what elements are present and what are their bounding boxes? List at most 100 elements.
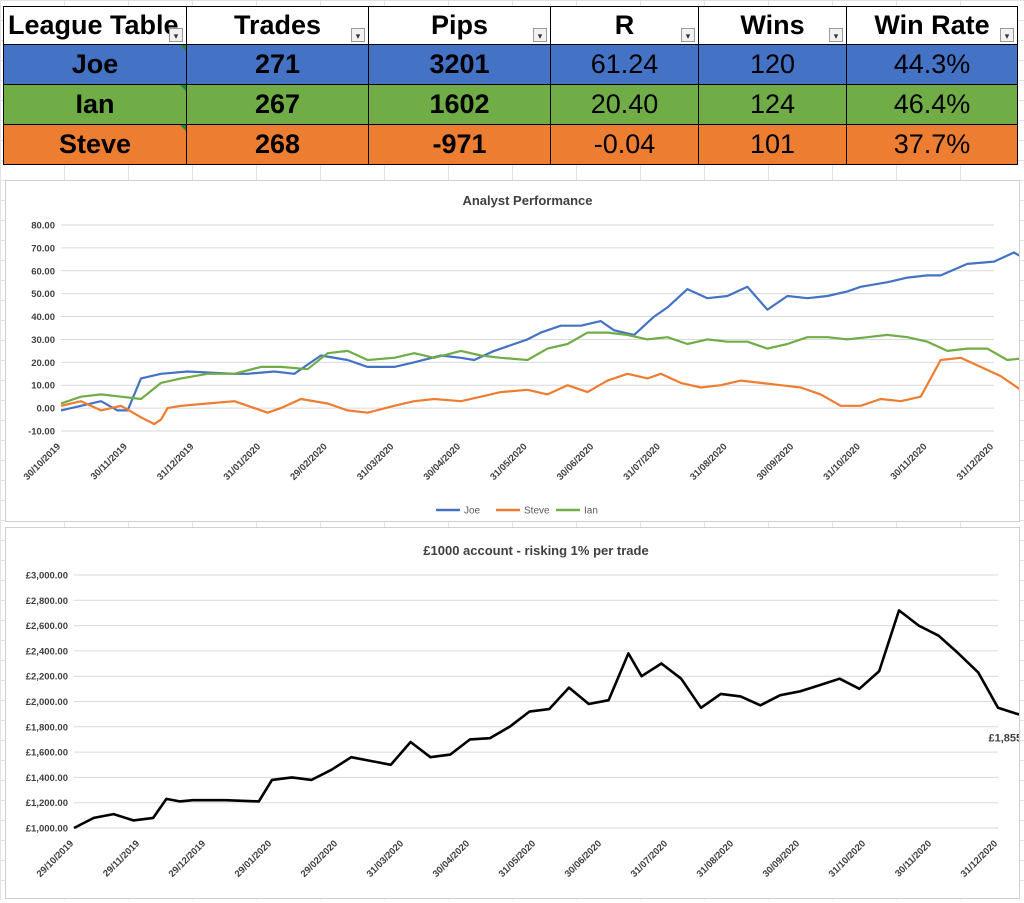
account-growth-svg: £1000 account - risking 1% per trade £1,0… [26,543,1024,880]
header-wins: Wins ▾ [698,6,847,45]
header-win-rate: Win Rate ▾ [846,6,1018,45]
player-name[interactable]: Joe [3,44,187,85]
league-row-joe: Joe 271 3201 61.24 120 44.3% [3,44,1018,85]
header-trades: Trades ▾ [186,6,369,45]
analyst-performance-svg: Analyst Performance -10.00 0.00 10.00 20.00 3… [22,193,1024,517]
x-tick-label: 31/03/2020 [355,441,396,482]
x-tick-label: 29/11/2019 [101,838,142,879]
account-growth-chart: £1000 account - risking 1% per trade £1,0… [5,527,1024,899]
filter-dropdown-icon[interactable]: ▾ [1000,28,1014,42]
x-tick-label: 31/08/2020 [695,838,736,879]
league-row-steve: Steve 268 -971 -0.04 101 37.7% [3,124,1018,165]
r-cell[interactable]: 61.24 [550,44,699,85]
y-tick-label: £2,200.00 [26,672,68,683]
x-tick-label: 31/12/2020 [955,441,996,482]
y-tick-label: 40.00 [31,312,55,323]
header-pips: Pips ▾ [368,6,551,45]
y-tick-label: -10.00 [28,427,55,438]
x-tick-label: 31/01/2020 [222,441,263,482]
r-cell[interactable]: -0.04 [550,124,699,165]
y-tick-label: 50.00 [31,289,55,300]
league-header-row: League Table ▾ Trades ▾ Pips ▾ R ▾ Wins ▾ Win… [3,6,1018,45]
legend-entry: Joe [464,506,481,517]
x-tick-label: 30/06/2020 [563,838,604,879]
x-tick-label: 31/12/2020 [959,838,1000,879]
y-tick-label: 10.00 [31,381,55,392]
y-tick-label: 80.00 [31,221,55,232]
x-tick-label: 29/02/2020 [288,441,329,482]
x-tick-label: 30/10/2019 [22,441,63,482]
x-tick-label: 30/09/2020 [755,441,796,482]
trades-cell[interactable]: 268 [186,124,369,165]
y-tick-label: £1,200.00 [26,798,68,809]
annotation-label: £1,855.76 [988,733,1019,745]
filter-dropdown-icon[interactable]: ▾ [829,28,843,42]
x-tick-label: 31/08/2020 [688,441,729,482]
x-tick-label: 31/03/2020 [365,838,406,879]
y-tick-label: £2,800.00 [26,596,68,607]
y-tick-label: 0.00 [37,404,56,415]
x-tick-label: 29/12/2019 [167,838,208,879]
comment-indicator-icon [180,85,186,91]
x-tick-label: 30/11/2020 [888,441,929,482]
chart-title: Analyst Performance [462,193,592,208]
x-tick-label: 31/07/2020 [622,441,663,482]
wins-cell[interactable]: 120 [698,44,847,85]
x-tick-label: 31/07/2020 [629,838,670,879]
x-tick-label: 31/05/2020 [488,441,529,482]
analyst-performance-chart: Analyst Performance -10.00 0.00 10.00 20.00 3… [5,180,1024,522]
sort-desc-icon[interactable]: ▾ [681,28,695,42]
y-tick-label: £2,600.00 [26,621,68,632]
x-tick-label: 31/10/2020 [827,838,868,879]
x-tick-label: 30/11/2020 [893,838,934,879]
win-rate-cell[interactable]: 44.3% [846,44,1018,85]
header-league-table: League Table ▾ [3,6,187,45]
legend-entry: Ian [584,506,598,517]
chart-title: £1000 account - risking 1% per trade [423,543,648,558]
player-name[interactable]: Ian [3,84,187,125]
y-tick-label: 70.00 [31,243,55,254]
x-tick-label: 31/05/2020 [497,838,538,879]
filter-dropdown-icon[interactable]: ▾ [351,28,365,42]
r-cell[interactable]: 20.40 [550,84,699,125]
league-row-ian: Ian 267 1602 20.40 124 46.4% [3,84,1018,125]
x-tick-label: 30/09/2020 [761,838,802,879]
y-tick-label: £1,000.00 [26,824,68,835]
comment-indicator-icon [180,125,186,131]
trades-cell[interactable]: 271 [186,44,369,85]
y-tick-label: £2,400.00 [26,646,68,657]
series-line-ian [60,331,1024,405]
wins-cell[interactable]: 101 [698,124,847,165]
x-tick-label: 31/10/2020 [821,441,862,482]
x-tick-label: 29/02/2020 [299,838,340,879]
legend-entry: Steve [524,506,550,517]
filter-dropdown-icon[interactable]: ▾ [533,28,547,42]
x-tick-label: 29/10/2019 [35,838,76,879]
x-tick-label: 30/06/2020 [555,441,596,482]
filter-dropdown-icon[interactable]: ▾ [169,28,183,42]
comment-indicator-icon [180,45,186,51]
y-tick-label: 20.00 [31,358,55,369]
win-rate-cell[interactable]: 37.7% [846,124,1018,165]
league-table: League Table ▾ Trades ▾ Pips ▾ R ▾ Wins ▾ Win… [3,6,1018,165]
y-tick-label: £1,400.00 [26,773,68,784]
trades-cell[interactable]: 267 [186,84,369,125]
x-tick-label: 31/12/2019 [155,441,196,482]
series-line-joe [60,251,1024,412]
y-tick-label: £2,000.00 [26,697,68,708]
y-tick-label: 30.00 [31,335,55,346]
x-tick-label: 29/01/2020 [233,838,274,879]
y-tick-label: 60.00 [31,266,55,277]
win-rate-cell[interactable]: 46.4% [846,84,1018,125]
x-tick-label: 30/04/2020 [431,838,472,879]
pips-cell[interactable]: 3201 [368,44,551,85]
wins-cell[interactable]: 124 [698,84,847,125]
player-name[interactable]: Steve [3,124,187,165]
y-tick-label: £1,600.00 [26,748,68,759]
header-r: R ▾ [550,6,699,45]
series-line-account [73,609,1024,830]
series-line-steve [60,356,1024,426]
pips-cell[interactable]: -971 [368,124,551,165]
pips-cell[interactable]: 1602 [368,84,551,125]
y-tick-label: £1,800.00 [26,722,68,733]
